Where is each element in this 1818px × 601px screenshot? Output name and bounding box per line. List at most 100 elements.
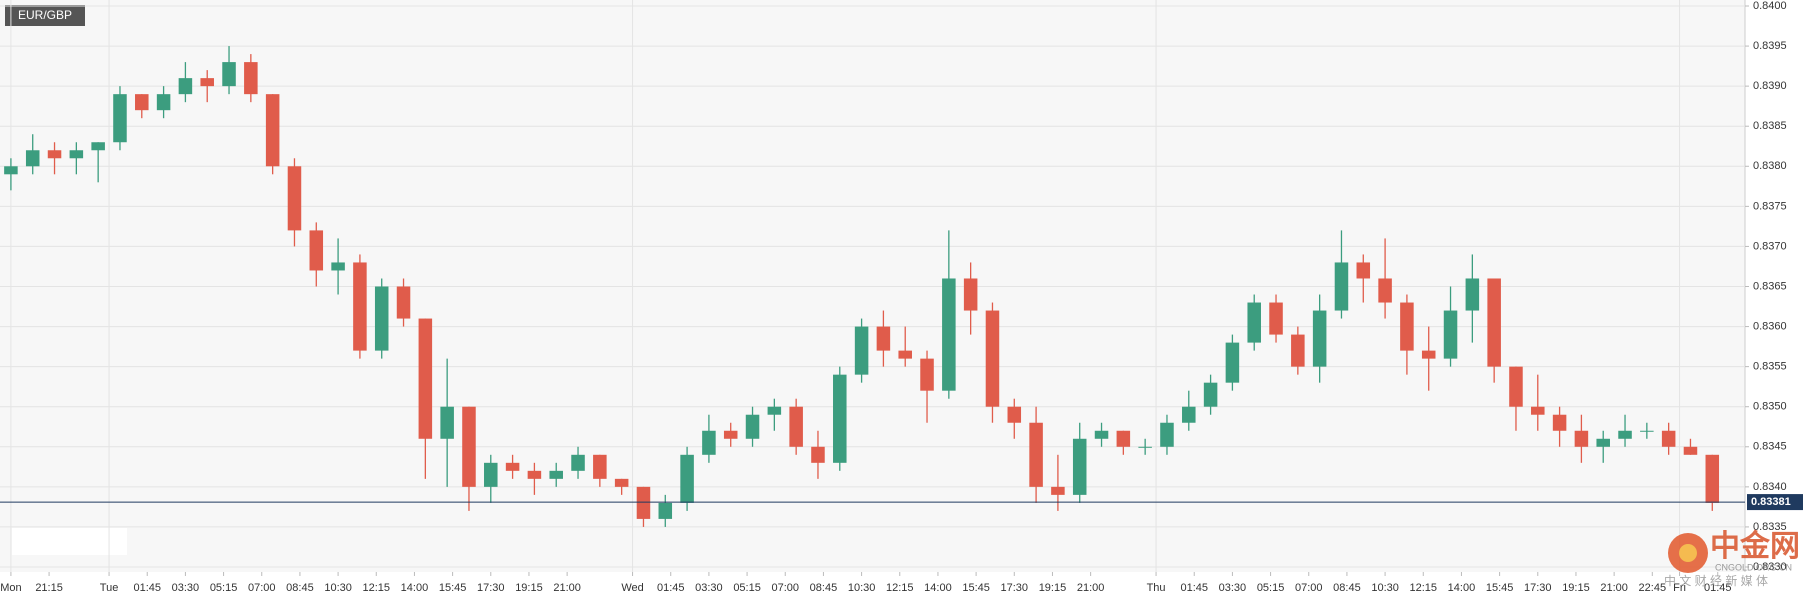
candle-body bbox=[440, 406, 454, 439]
x-tick-label: 07:00 bbox=[1295, 582, 1323, 594]
watermark-logo-inner bbox=[1679, 544, 1697, 562]
candle-body bbox=[1400, 302, 1414, 351]
candle-body bbox=[1203, 382, 1218, 407]
candle-body bbox=[789, 406, 803, 447]
x-tick-label: 01:45 bbox=[1180, 582, 1208, 594]
candle-body bbox=[244, 62, 258, 95]
candle-body bbox=[1421, 350, 1436, 359]
blank-box bbox=[12, 528, 127, 555]
watermark-name: 中金网 bbox=[1710, 529, 1800, 563]
x-tick-label: 21:00 bbox=[1077, 582, 1105, 594]
y-tick-label: 0.8350 bbox=[1753, 401, 1787, 413]
x-tick-label: Tue bbox=[100, 582, 119, 594]
candle-body bbox=[1683, 446, 1698, 455]
x-tick-label: 05:15 bbox=[210, 582, 238, 594]
x-tick-label: 17:30 bbox=[1524, 582, 1552, 594]
x-tick-label: Wed bbox=[621, 582, 643, 594]
x-tick-label: 10:30 bbox=[1371, 582, 1399, 594]
candle-body bbox=[549, 470, 563, 479]
candle-body bbox=[1487, 278, 1501, 367]
y-tick-label: 0.8370 bbox=[1753, 240, 1787, 252]
candle-body bbox=[1509, 366, 1523, 407]
candle-body bbox=[47, 150, 62, 159]
candle-body bbox=[658, 502, 673, 519]
x-tick-label: 07:00 bbox=[771, 582, 799, 594]
candle-body bbox=[462, 406, 476, 487]
candle-body bbox=[1094, 430, 1109, 439]
candle-body bbox=[222, 62, 236, 87]
candle-body bbox=[4, 166, 18, 175]
candle-body bbox=[1269, 302, 1283, 335]
candle-body bbox=[898, 350, 912, 359]
chart-title: EUR/GBP bbox=[18, 8, 72, 22]
x-tick-label: 14:00 bbox=[924, 582, 952, 594]
x-tick-label: 17:30 bbox=[477, 582, 505, 594]
x-tick-label: 19:15 bbox=[1562, 582, 1590, 594]
candle-body bbox=[723, 430, 738, 439]
candle-body bbox=[1160, 422, 1174, 447]
candle-body bbox=[1378, 278, 1392, 303]
y-tick-label: 0.8380 bbox=[1753, 160, 1787, 172]
candle-body bbox=[1334, 262, 1349, 311]
x-tick-label: 22:45 bbox=[1639, 582, 1667, 594]
candle-body bbox=[985, 310, 1000, 407]
candle-body bbox=[1312, 310, 1327, 367]
candle-body bbox=[200, 78, 214, 87]
candle-body bbox=[113, 94, 127, 143]
candle-body bbox=[309, 230, 324, 271]
x-tick-label: 08:45 bbox=[286, 582, 314, 594]
candle-body bbox=[484, 462, 498, 487]
candle-body bbox=[614, 478, 629, 487]
x-tick-label: 10:30 bbox=[324, 582, 352, 594]
candle-body bbox=[178, 78, 193, 95]
last-price-box bbox=[1747, 494, 1803, 511]
candle-body bbox=[374, 286, 389, 351]
x-tick-label: 01:45 bbox=[657, 582, 685, 594]
candle-body bbox=[287, 166, 302, 231]
x-tick-label: 07:00 bbox=[248, 582, 276, 594]
y-tick-label: 0.8335 bbox=[1753, 521, 1787, 533]
candle-body bbox=[745, 414, 760, 439]
x-tick-label: 01:45 bbox=[133, 582, 161, 594]
candle-body bbox=[353, 262, 367, 351]
x-tick-label: Mon bbox=[0, 582, 21, 594]
candle-body bbox=[571, 454, 585, 471]
x-tick-label: 19:15 bbox=[1039, 582, 1067, 594]
watermark-slogan: 中 文 财 经 新 媒 体 bbox=[1664, 573, 1768, 588]
candle-body bbox=[331, 262, 345, 271]
candle-body bbox=[1247, 302, 1261, 343]
candle-body bbox=[1007, 406, 1022, 423]
x-tick-label: Thu bbox=[1147, 582, 1166, 594]
x-tick-label: 01:45 bbox=[1704, 582, 1732, 594]
candle-body bbox=[963, 278, 978, 311]
x-tick-label: 05:15 bbox=[1257, 582, 1285, 594]
x-tick-label: 12:15 bbox=[363, 582, 391, 594]
candle-body bbox=[156, 94, 171, 111]
candle-body bbox=[702, 430, 716, 455]
candle-body bbox=[91, 142, 105, 151]
candle-body bbox=[636, 486, 651, 519]
candle-body bbox=[1705, 454, 1720, 503]
candle-body bbox=[69, 150, 84, 159]
candle-body bbox=[833, 374, 847, 463]
x-tick-label: 19:15 bbox=[515, 582, 543, 594]
candle-body bbox=[1531, 406, 1545, 415]
candle-body bbox=[767, 406, 782, 415]
x-tick-label: 12:15 bbox=[1410, 582, 1438, 594]
candle-body bbox=[1051, 486, 1065, 495]
y-tick-label: 0.8390 bbox=[1753, 80, 1787, 92]
y-tick-label: 0.8340 bbox=[1753, 481, 1787, 493]
candle-body bbox=[593, 454, 607, 479]
x-tick-label: 05:15 bbox=[733, 582, 761, 594]
candle-body bbox=[135, 94, 149, 111]
y-tick-label: 0.8385 bbox=[1753, 120, 1787, 132]
x-tick-label: 12:15 bbox=[886, 582, 914, 594]
candle-body bbox=[1116, 430, 1131, 447]
x-tick-label: 21:15 bbox=[35, 582, 63, 594]
candle-body bbox=[854, 326, 869, 375]
watermark-domain: CNGOLD.ORG.CN bbox=[1715, 562, 1792, 572]
watermark: 中金网 CNGOLD.ORG.CN 中 文 财 经 新 媒 体 bbox=[1664, 529, 1800, 588]
y-tick-label: 0.8365 bbox=[1753, 280, 1787, 292]
candle-body bbox=[680, 454, 694, 503]
